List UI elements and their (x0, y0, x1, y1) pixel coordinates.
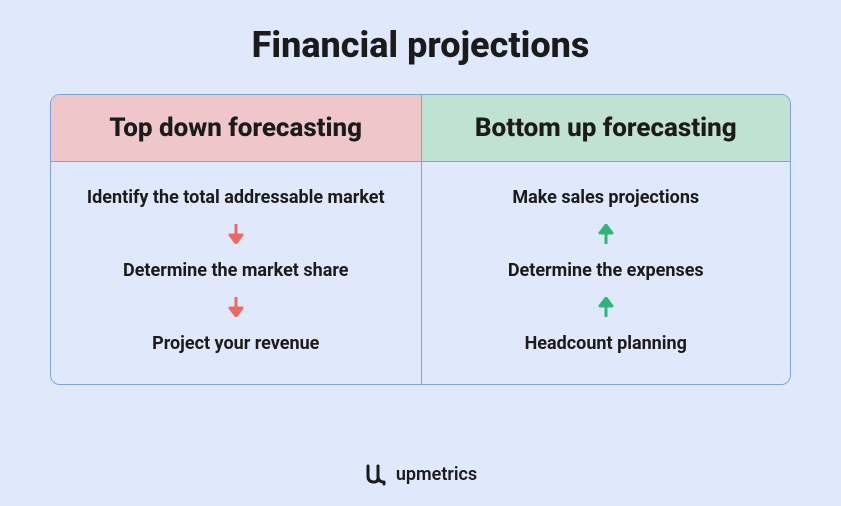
column-bottomup-header: Bottom up forecasting (422, 95, 791, 162)
infographic-canvas: Financial projections Top down forecasti… (0, 0, 841, 506)
arrow-up-icon (597, 296, 615, 318)
page-title: Financial projections (50, 26, 791, 66)
bottomup-step-2: Determine the expenses (508, 259, 704, 282)
arrow-up-icon (597, 223, 615, 245)
arrow-down-icon (227, 223, 245, 245)
bottomup-step-3: Headcount planning (525, 332, 687, 355)
topdown-step-3: Project your revenue (152, 332, 319, 355)
topdown-step-1: Identify the total addressable market (87, 186, 385, 209)
brand-footer: upmetrics (0, 462, 841, 486)
topdown-step-2: Determine the market share (123, 259, 348, 282)
column-topdown: Top down forecasting Identify the total … (51, 95, 421, 384)
brand-name: upmetrics (396, 464, 477, 485)
column-bottomup-body: Make sales projections Determine the exp… (422, 162, 791, 384)
arrow-down-icon (227, 296, 245, 318)
forecasting-table: Top down forecasting Identify the total … (50, 94, 791, 385)
column-topdown-body: Identify the total addressable market De… (51, 162, 421, 384)
bottomup-step-1: Make sales projections (512, 186, 699, 209)
column-topdown-header: Top down forecasting (51, 95, 421, 162)
upmetrics-logo-icon (364, 462, 388, 486)
column-bottomup: Bottom up forecasting Make sales project… (421, 95, 791, 384)
